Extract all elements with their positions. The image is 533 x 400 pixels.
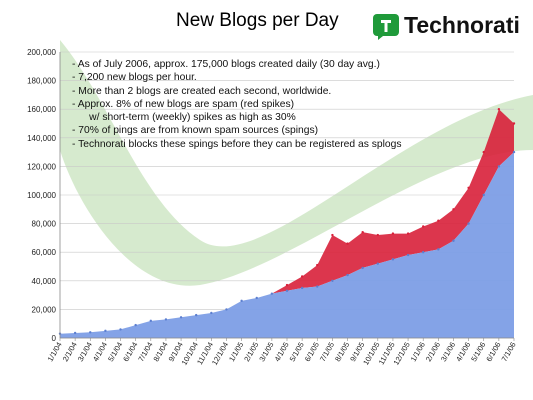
spam-point [285, 283, 289, 287]
y-tick-label: 200,000 [27, 48, 56, 57]
legit-point [104, 329, 107, 333]
note-line: - Approx. 8% of new blogs are spam (red … [72, 98, 295, 110]
spam-point [316, 263, 319, 267]
spam-point [361, 230, 364, 234]
legit-point [361, 266, 364, 270]
y-tick-label: 0 [52, 334, 57, 343]
legit-point [240, 299, 243, 303]
y-tick-label: 60,000 [32, 248, 57, 257]
y-tick-label: 40,000 [32, 277, 57, 286]
notes-block: - As of July 2006, approx. 175,000 blogs… [72, 58, 402, 151]
spam-point [497, 108, 501, 111]
legit-point [270, 292, 274, 295]
legit-point [391, 258, 395, 261]
note-line: - 7,200 new blogs per hour. [72, 72, 197, 84]
spam-point [482, 150, 485, 154]
note-line: - More than 2 blogs are created each sec… [72, 85, 332, 97]
spam-point [376, 233, 379, 237]
y-tick-label: 20,000 [32, 305, 57, 314]
legit-point [164, 318, 168, 321]
legit-point [73, 331, 77, 335]
spam-point [346, 242, 349, 245]
legit-point [346, 273, 349, 277]
legit-point [134, 323, 137, 327]
chart-title: New Blogs per Day [176, 10, 339, 31]
note-line: - As of July 2006, approx. 175,000 blogs… [72, 59, 380, 70]
legit-point [119, 328, 122, 331]
legit-point [300, 286, 304, 290]
spam-point [422, 225, 425, 228]
spam-point [437, 219, 440, 222]
y-tick-label: 100,000 [27, 191, 56, 200]
note-line: w/ short-term (weekly) spikes as high as… [72, 112, 296, 124]
technorati-logo: Technorati [370, 12, 530, 44]
y-tick-label: 140,000 [27, 134, 56, 143]
legit-point [376, 262, 379, 265]
spam-series [60, 108, 516, 334]
legit-point [195, 313, 198, 317]
spam-area [60, 109, 514, 334]
legit-point [467, 222, 470, 225]
legit-point [89, 331, 92, 334]
y-tick-label: 80,000 [32, 220, 57, 229]
y-tick-label: 180,000 [27, 77, 56, 86]
legit-point [497, 165, 501, 168]
x-tick-label: 7/1/06 [500, 341, 518, 364]
legit-point [437, 248, 440, 251]
legit-point [285, 289, 289, 293]
legit-point [316, 285, 319, 288]
legit-point [149, 319, 152, 323]
speech-bubble-logo-icon [373, 14, 399, 40]
logo-wordmark: Technorati [404, 12, 520, 38]
spam-point [406, 232, 410, 235]
legit-area [60, 152, 514, 338]
spam-point [452, 208, 455, 211]
background-swoosh [60, 40, 533, 286]
note-line: - Technorati blocks these spings before … [72, 138, 402, 150]
spam-point [467, 186, 470, 190]
legit-point [331, 279, 334, 282]
spam-point [512, 122, 516, 125]
legit-point [482, 193, 485, 197]
spam-point [300, 275, 304, 278]
legit-point [225, 308, 228, 311]
note-line: - 70% of pings are from known spam sourc… [72, 125, 319, 137]
legit-point [255, 296, 258, 300]
x-axis: 1/1/042/1/043/1/044/1/045/1/046/1/047/1/… [46, 338, 518, 367]
legit-point [512, 150, 516, 154]
legit-point [179, 316, 183, 319]
legit-point [422, 251, 425, 254]
spam-point [331, 233, 334, 237]
legit-point [406, 253, 410, 257]
spam-point [391, 232, 395, 235]
legit-point [452, 239, 455, 242]
legit-point [210, 311, 213, 315]
y-tick-label: 160,000 [27, 105, 56, 114]
y-tick-label: 120,000 [27, 162, 56, 171]
